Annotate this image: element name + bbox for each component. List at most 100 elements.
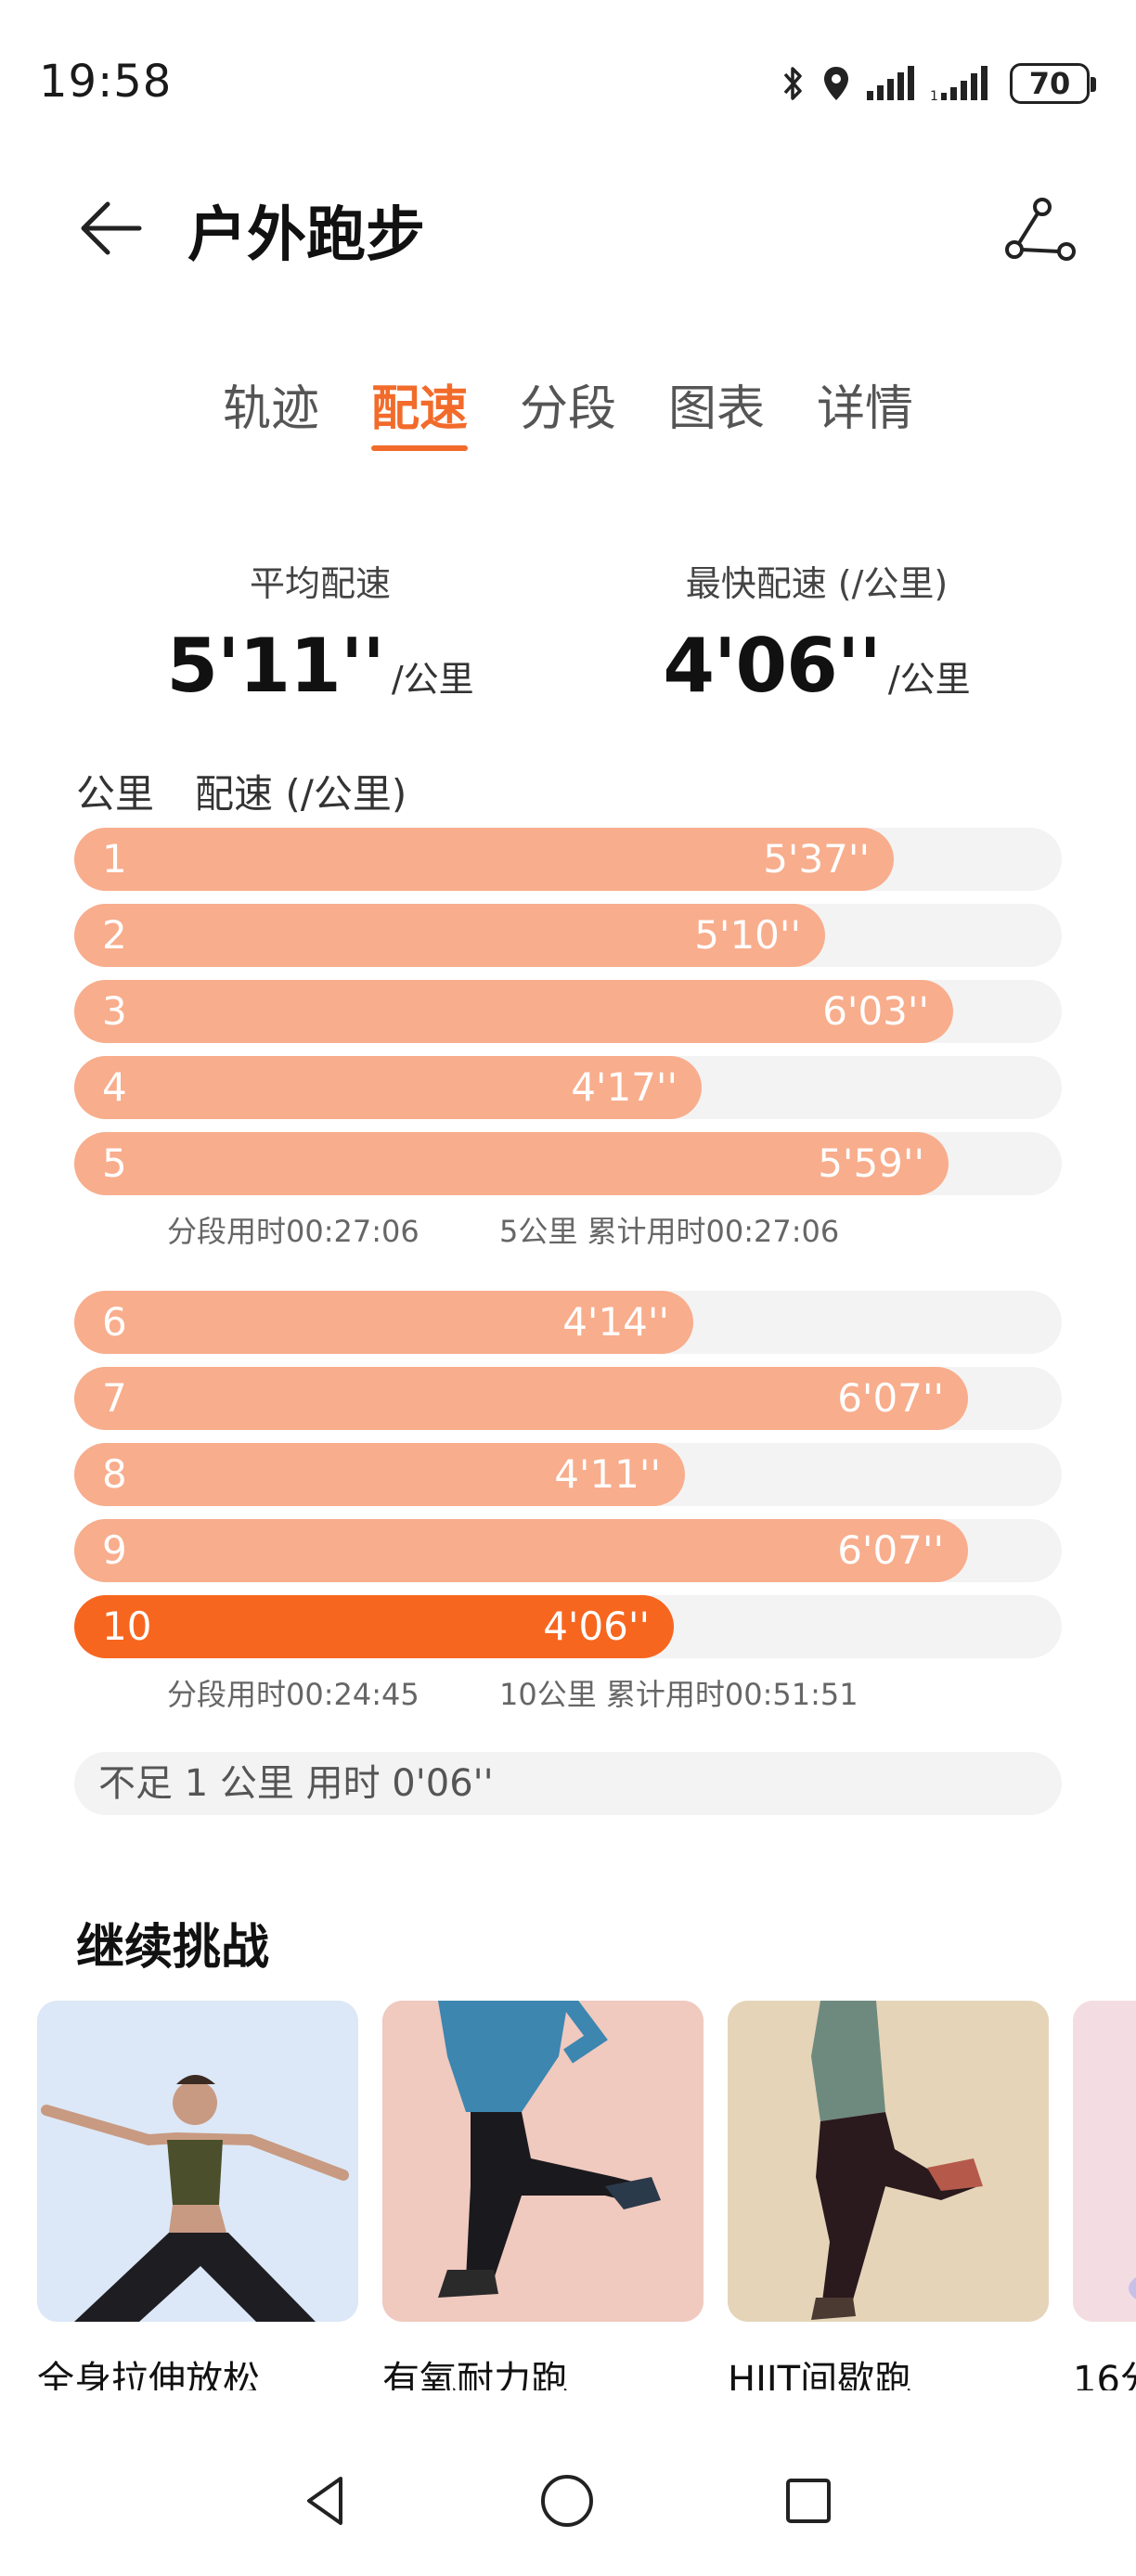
pace-bar	[74, 1132, 949, 1195]
segment-time: 分段用时00:24:45	[167, 1677, 420, 1712]
signal-icon: 1	[930, 66, 988, 104]
split-row: 7 6'07''	[74, 1367, 1062, 1430]
pace-bar	[74, 1519, 968, 1582]
system-nav-bar	[0, 2450, 1136, 2576]
header: 户外跑步	[0, 167, 1136, 288]
challenge-card-image	[1073, 2001, 1136, 2322]
split-row: 5 5'59''	[74, 1132, 1062, 1195]
split-pace-label: 5'10''	[694, 912, 801, 958]
fastest-pace-value: 4'06''	[663, 623, 881, 709]
challenge-card-label: 全身拉伸放松	[37, 2359, 260, 2390]
nav-home-button[interactable]	[525, 2459, 609, 2543]
fastest-pace-unit: /公里	[887, 659, 971, 700]
pace-bar	[74, 1291, 693, 1354]
pace-bar	[74, 980, 953, 1043]
pace-bar	[74, 1595, 674, 1658]
status-bar: 19:58 1 70	[0, 0, 1136, 167]
km-column-label: 公里	[76, 771, 155, 817]
split-km-label: 6	[102, 1299, 127, 1345]
average-pace-label: 平均配速	[249, 563, 391, 604]
split-km-label: 3	[102, 988, 127, 1034]
split-pace-label: 6'07''	[837, 1375, 944, 1421]
split-list-header: 公里 配速 (/公里)	[76, 763, 407, 819]
segment-time: 分段用时00:27:06	[167, 1214, 420, 1249]
challenge-card[interactable]: 有氧耐力跑	[382, 2001, 704, 2390]
location-icon	[824, 67, 848, 100]
split-row: 3 6'03''	[74, 980, 1062, 1043]
challenge-card-label: 有氧耐力跑	[382, 2359, 568, 2390]
tab-2[interactable]: 分段	[519, 381, 616, 437]
cumulative-time: 5公里 累计用时00:27:06	[499, 1214, 840, 1249]
split-row: 4 4'17''	[74, 1056, 1062, 1119]
split-km-label: 2	[102, 912, 127, 958]
split-pace-label: 6'07''	[837, 1527, 944, 1573]
challenge-card[interactable]: HIIT间歇跑	[728, 2001, 1049, 2390]
tab-4[interactable]: 详情	[817, 381, 914, 437]
fastest-pace-label: 最快配速 (/公里)	[685, 563, 949, 604]
page-title: 户外跑步	[187, 201, 425, 270]
split-km-label: 9	[102, 1527, 127, 1573]
split-km-label: 5	[102, 1140, 127, 1186]
remaining-distance-row: 不足 1 公里 用时 0'06''	[74, 1752, 1062, 1815]
segment-summary: 分段用时00:27:06 5公里 累计用时00:27:06	[74, 1201, 1062, 1256]
pace-bar	[74, 1056, 702, 1119]
status-time: 19:58	[39, 56, 173, 108]
split-pace-label: 5'59''	[818, 1140, 924, 1186]
split-row: 2 5'10''	[74, 904, 1062, 967]
tab-3[interactable]: 图表	[668, 381, 766, 437]
split-km-label: 10	[102, 1604, 152, 1649]
pace-bar	[74, 828, 894, 891]
status-icons: 1 70	[780, 58, 1096, 109]
nav-back-button[interactable]	[284, 2459, 368, 2543]
pace-bar	[74, 1367, 968, 1430]
route-icon	[1005, 198, 1076, 261]
average-pace: 平均配速 5'11'' /公里	[130, 555, 510, 709]
average-pace-value: 5'11''	[166, 623, 384, 709]
split-row: 6 4'14''	[74, 1291, 1062, 1354]
arrow-left-icon	[81, 201, 142, 255]
split-km-label: 1	[102, 836, 127, 882]
back-button[interactable]	[74, 191, 148, 265]
challenge-card-image	[728, 2001, 1049, 2322]
average-pace-unit: /公里	[391, 659, 474, 700]
challenge-card-image	[382, 2001, 704, 2322]
split-pace-label: 4'14''	[562, 1299, 669, 1345]
challenge-card-label: 16分	[1073, 2359, 1136, 2390]
nav-recents-button[interactable]	[767, 2459, 850, 2543]
challenge-section-title: 继续挑战	[76, 1920, 270, 1976]
square-recents-icon	[786, 2479, 831, 2523]
split-pace-label: 5'37''	[763, 836, 870, 882]
cumulative-time: 10公里 累计用时00:51:51	[499, 1677, 858, 1712]
bluetooth-icon	[783, 67, 802, 100]
pace-summary: 平均配速 5'11'' /公里 最快配速 (/公里) 4'06'' /公里	[0, 555, 1136, 713]
segment-summary: 分段用时00:24:45 10公里 累计用时00:51:51	[74, 1664, 1062, 1719]
split-row: 10 4'06''	[74, 1595, 1062, 1658]
split-km-label: 8	[102, 1451, 127, 1497]
battery-indicator: 70	[1010, 63, 1096, 104]
split-km-label: 7	[102, 1375, 127, 1421]
circle-home-icon	[541, 2475, 593, 2527]
split-row: 1 5'37''	[74, 828, 1062, 891]
challenge-card-image	[37, 2001, 358, 2322]
split-km-label: 4	[102, 1064, 127, 1110]
pace-column-label: 配速 (/公里)	[195, 771, 407, 817]
challenge-card[interactable]: 16分	[1073, 2001, 1136, 2390]
challenge-cards[interactable]: 全身拉伸放松 有氧耐力跑 HIIT间歇跑 16分	[37, 2001, 1136, 2390]
tab-bar: 轨迹 配速 分段 图表 详情	[0, 362, 1136, 455]
tab-1[interactable]: 配速	[370, 362, 469, 455]
split-pace-label: 4'11''	[554, 1451, 661, 1497]
tab-0[interactable]: 轨迹	[222, 381, 319, 437]
challenge-card[interactable]: 全身拉伸放松	[37, 2001, 358, 2390]
split-pace-label: 6'03''	[822, 988, 929, 1034]
split-row: 8 4'11''	[74, 1443, 1062, 1506]
pace-bar	[74, 1443, 685, 1506]
challenge-card-label: HIIT间歇跑	[728, 2359, 912, 2390]
triangle-back-icon	[307, 2477, 342, 2525]
svg-text:1: 1	[930, 89, 938, 104]
fastest-pace: 最快配速 (/公里) 4'06'' /公里	[631, 555, 1002, 709]
route-button[interactable]	[999, 189, 1082, 273]
split-pace-label: 4'06''	[543, 1604, 650, 1649]
pace-bar	[74, 904, 825, 967]
split-row: 9 6'07''	[74, 1519, 1062, 1582]
split-pace-label: 4'17''	[571, 1064, 678, 1110]
